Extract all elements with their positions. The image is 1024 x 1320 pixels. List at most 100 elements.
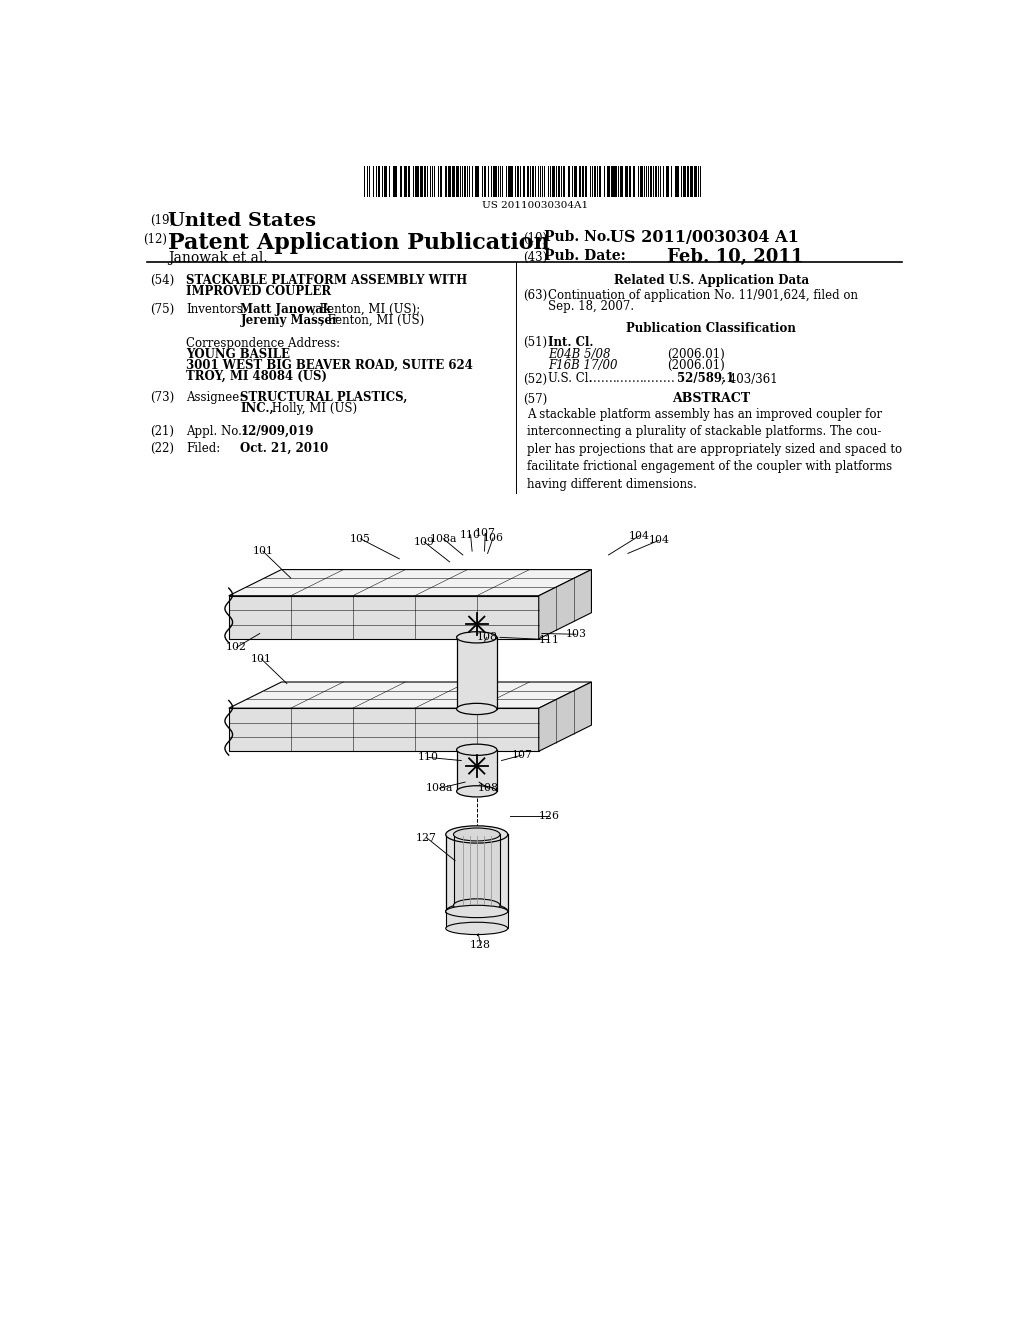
- Bar: [424, 166, 426, 197]
- Polygon shape: [228, 708, 539, 751]
- Text: STRUCTURAL PLASTICS,: STRUCTURAL PLASTICS,: [241, 391, 408, 404]
- Bar: [464, 166, 466, 197]
- Text: 107: 107: [475, 528, 496, 539]
- Bar: [445, 834, 508, 911]
- Bar: [493, 166, 495, 197]
- Bar: [574, 166, 577, 197]
- Bar: [621, 166, 622, 197]
- Text: IMPROVED COUPLER: IMPROVED COUPLER: [186, 285, 331, 298]
- Text: (21): (21): [150, 425, 174, 438]
- Text: .: .: [612, 372, 616, 385]
- Bar: [678, 166, 679, 197]
- Text: 3001 WEST BIG BEAVER ROAD, SUITE 624: 3001 WEST BIG BEAVER ROAD, SUITE 624: [186, 359, 473, 372]
- Bar: [568, 166, 569, 197]
- Text: .: .: [671, 372, 674, 385]
- Text: (52): (52): [523, 372, 548, 385]
- Bar: [420, 166, 423, 197]
- Bar: [633, 166, 635, 197]
- Bar: [629, 166, 631, 197]
- Text: Int. Cl.: Int. Cl.: [548, 335, 594, 348]
- Bar: [475, 166, 477, 197]
- Bar: [502, 166, 503, 197]
- Bar: [454, 834, 500, 906]
- Bar: [367, 166, 369, 197]
- Text: 126: 126: [539, 810, 559, 821]
- Bar: [612, 166, 614, 197]
- Ellipse shape: [454, 828, 500, 841]
- Bar: [675, 166, 677, 197]
- Bar: [695, 166, 697, 197]
- Text: .: .: [651, 372, 655, 385]
- Bar: [385, 166, 387, 197]
- Text: .: .: [658, 372, 663, 385]
- Bar: [652, 166, 654, 197]
- Bar: [393, 166, 394, 197]
- Bar: [668, 166, 669, 197]
- Text: 103: 103: [565, 630, 587, 639]
- Text: .: .: [636, 372, 639, 385]
- Bar: [586, 166, 587, 197]
- Text: 102: 102: [226, 643, 247, 652]
- Bar: [457, 638, 497, 709]
- Text: A stackable platform assembly has an improved coupler for
interconnecting a plur: A stackable platform assembly has an imp…: [527, 408, 902, 491]
- Bar: [445, 911, 508, 928]
- Text: STACKABLE PLATFORM ASSEMBLY WITH: STACKABLE PLATFORM ASSEMBLY WITH: [186, 275, 467, 286]
- Text: (73): (73): [150, 391, 174, 404]
- Bar: [378, 166, 380, 197]
- Text: .: .: [604, 372, 608, 385]
- Bar: [617, 166, 620, 197]
- Text: 128: 128: [470, 940, 492, 950]
- Text: 105: 105: [350, 533, 371, 544]
- Text: (54): (54): [150, 275, 174, 286]
- Text: 110: 110: [418, 752, 439, 763]
- Bar: [406, 166, 407, 197]
- Bar: [445, 166, 446, 197]
- Text: (19): (19): [150, 214, 174, 227]
- Text: .: .: [628, 372, 632, 385]
- Text: Inventors:: Inventors:: [186, 304, 247, 317]
- Bar: [558, 166, 560, 197]
- Text: 108: 108: [478, 783, 499, 793]
- Text: F16B 17/00: F16B 17/00: [548, 359, 617, 372]
- Bar: [556, 166, 557, 197]
- Polygon shape: [228, 682, 592, 708]
- Ellipse shape: [445, 906, 508, 917]
- Text: 127: 127: [416, 833, 437, 842]
- Text: Appl. No.:: Appl. No.:: [186, 425, 246, 438]
- Text: Assignee:: Assignee:: [186, 391, 244, 404]
- Bar: [460, 166, 461, 197]
- Bar: [659, 166, 662, 197]
- Text: .: .: [608, 372, 612, 385]
- Text: .: .: [616, 372, 620, 385]
- Ellipse shape: [457, 785, 497, 797]
- Text: (22): (22): [150, 442, 174, 455]
- Bar: [523, 166, 524, 197]
- Text: U.S. Cl.: U.S. Cl.: [548, 372, 592, 385]
- Text: Holly, MI (US): Holly, MI (US): [267, 401, 356, 414]
- Text: 108a: 108a: [430, 533, 457, 544]
- Bar: [583, 166, 584, 197]
- Bar: [373, 166, 375, 197]
- Text: Jeremy Masser: Jeremy Masser: [241, 314, 339, 327]
- Text: Filed:: Filed:: [186, 442, 220, 455]
- Text: 110: 110: [460, 529, 481, 540]
- Text: 101: 101: [251, 653, 271, 664]
- Text: US 20110030304A1: US 20110030304A1: [482, 201, 588, 210]
- Bar: [457, 750, 497, 792]
- Text: .: .: [667, 372, 671, 385]
- Text: 107: 107: [511, 750, 532, 760]
- Text: Pub. Date:: Pub. Date:: [544, 249, 626, 263]
- Text: (57): (57): [523, 392, 548, 405]
- Bar: [531, 166, 535, 197]
- Text: , Fenton, MI (US);: , Fenton, MI (US);: [311, 304, 420, 317]
- Bar: [640, 166, 643, 197]
- Text: Related U.S. Application Data: Related U.S. Application Data: [613, 275, 809, 286]
- Text: Patent Application Publication: Patent Application Publication: [168, 231, 550, 253]
- Bar: [563, 166, 565, 197]
- Bar: [684, 166, 686, 197]
- Text: .: .: [655, 372, 658, 385]
- Bar: [400, 166, 402, 197]
- Text: 12/909,019: 12/909,019: [241, 425, 314, 438]
- Text: .: .: [589, 372, 593, 385]
- Bar: [691, 166, 693, 197]
